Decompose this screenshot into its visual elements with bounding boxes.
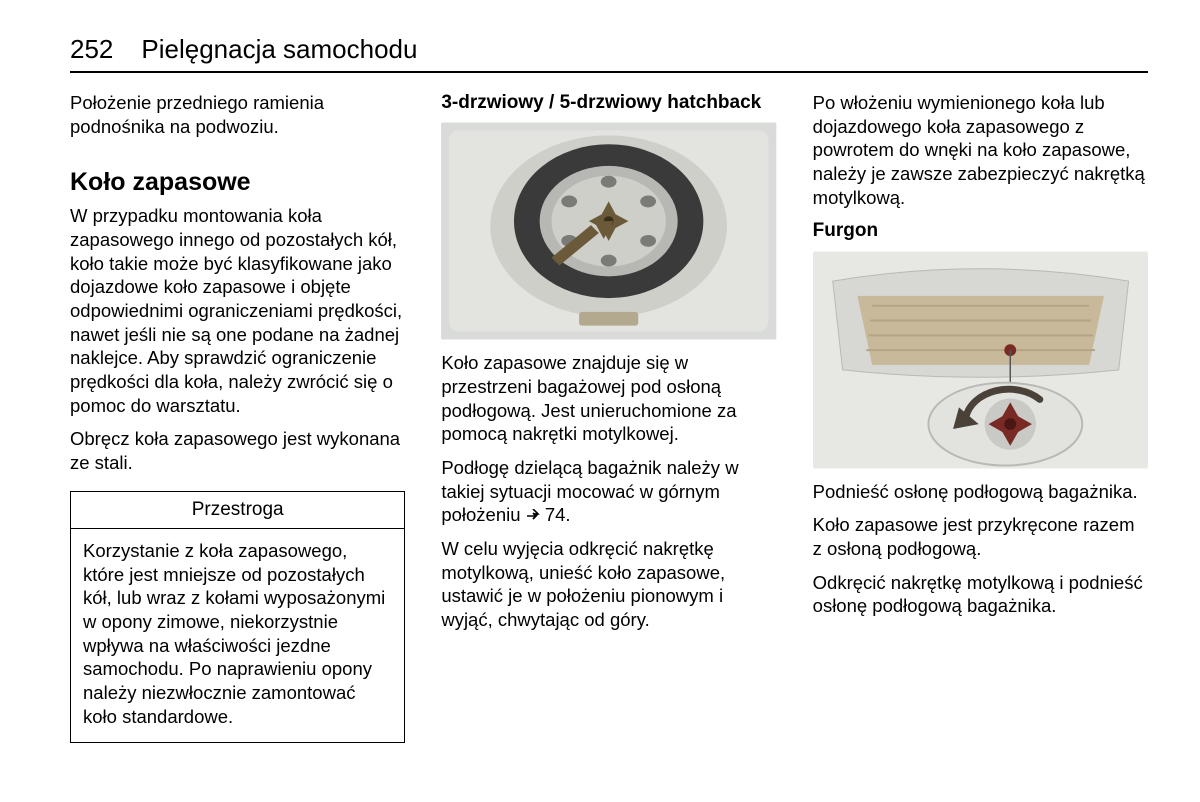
furgon-attached-note: Koło zapasowe jest przykręcone razem z o… <box>813 513 1148 560</box>
figure-furgon-spare <box>813 250 1148 470</box>
column-3: Po włożeniu wymienionego koła lub dojazd… <box>813 91 1148 743</box>
secure-after-use: Po włożeniu wymienionego koła lub dojazd… <box>813 91 1148 209</box>
hatchback-floor-note: Podłogę dzielącą bagażnik należy w takie… <box>441 456 776 527</box>
heading-furgon: Furgon <box>813 219 1148 243</box>
intro-text: Położenie przedniego ramienia podnośnika… <box>70 91 405 138</box>
caution-box: Przestroga Korzystanie z koła zapasowego… <box>70 491 405 744</box>
xref-page: 74. <box>545 504 571 525</box>
heading-spare-wheel: Koło zapasowe <box>70 166 405 198</box>
figure-hatchback-spare <box>441 121 776 341</box>
column-1: Położenie przedniego ramienia podnośnika… <box>70 91 405 743</box>
furgon-lift-cover: Podnieść osłonę podłogową bagażnika. <box>813 480 1148 504</box>
furgon-unscrew: Odkręcić nakrętkę motylkową i podnieść o… <box>813 571 1148 618</box>
spare-wheel-description: W przypadku montowania koła zapasowego i… <box>70 204 405 417</box>
heading-hatchback: 3-drzwiowy / 5-drzwiowy hatchback <box>441 91 776 115</box>
column-2: 3-drzwiowy / 5-drzwiowy hatchback <box>441 91 776 743</box>
hatchback-floor-text: Podłogę dzielącą bagażnik należy w takie… <box>441 457 738 525</box>
rim-steel-note: Obręcz koła zapasowego jest wykonana ze … <box>70 427 405 474</box>
hatchback-removal: W celu wyjęcia odkręcić nakrętkę motylko… <box>441 537 776 632</box>
page-header: 252 Pielęgnacja samochodu <box>70 34 1148 73</box>
xref-icon <box>526 509 540 523</box>
caution-body: Korzystanie z koła zapasowego, które jes… <box>71 529 404 742</box>
caution-title: Przestroga <box>71 492 404 529</box>
chapter-title: Pielęgnacja samochodu <box>141 34 417 65</box>
page-number: 252 <box>70 34 113 65</box>
hatchback-location: Koło zapasowe znajduje się w przestrzeni… <box>441 351 776 446</box>
content-columns: Położenie przedniego ramienia podnośnika… <box>70 91 1148 743</box>
